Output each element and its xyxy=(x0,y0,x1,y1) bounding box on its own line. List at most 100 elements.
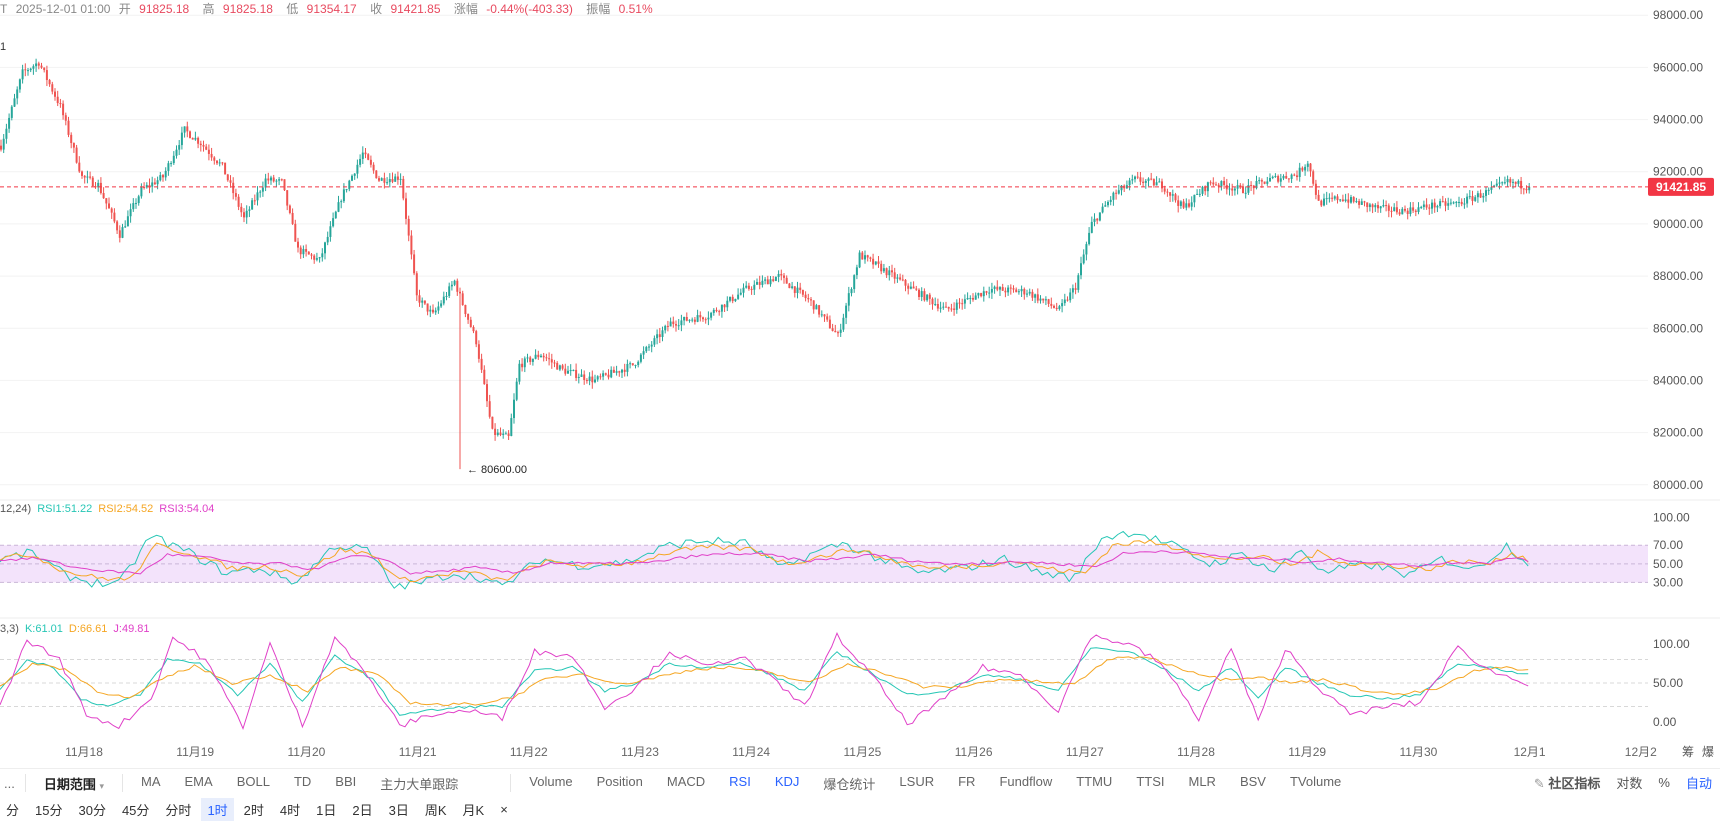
interval-option[interactable]: 4时 xyxy=(279,802,301,818)
candle-body xyxy=(1201,186,1204,194)
candle-body xyxy=(583,374,586,380)
candle-body xyxy=(1209,182,1212,184)
indicator-mlr-button[interactable]: MLR xyxy=(1188,773,1216,789)
candle-body xyxy=(777,273,780,277)
percent-toggle[interactable]: % xyxy=(1658,774,1670,790)
indicator-td-button[interactable]: TD xyxy=(293,773,312,789)
interval-option[interactable]: 1时 xyxy=(201,797,234,821)
candle-body xyxy=(1120,185,1123,191)
candle-body xyxy=(240,206,243,213)
candle-body xyxy=(880,263,883,272)
interval-option[interactable]: 45分 xyxy=(121,802,150,818)
candle-body xyxy=(523,358,526,368)
interval-option[interactable]: 1日 xyxy=(316,802,337,818)
interval-option[interactable]: 2时 xyxy=(243,802,264,818)
candle-body xyxy=(1420,206,1423,208)
candle-body xyxy=(429,309,432,312)
candle-body xyxy=(432,309,434,313)
candle-body xyxy=(926,294,929,301)
candle-body xyxy=(213,157,216,161)
bar-time: 2025-12-01 01:00 xyxy=(15,2,111,16)
last-price-tag xyxy=(1648,177,1714,196)
indicator-ma-button[interactable]: MA xyxy=(141,773,161,789)
candle-body xyxy=(839,329,842,333)
candle-body xyxy=(1379,206,1382,209)
candle-body xyxy=(947,306,950,309)
toolbar-left-fragment[interactable]: ... xyxy=(4,775,15,791)
candle-body xyxy=(278,179,281,181)
indicator-bbi-button[interactable]: BBI xyxy=(335,773,357,789)
main-indicator-list: MA EMA BOLL TD BBI 主力大单跟踪 xyxy=(129,774,470,793)
interval-option[interactable]: 周K xyxy=(424,802,447,818)
indicator-volume-button[interactable]: Volume xyxy=(529,773,573,789)
indicator-fr-button[interactable]: FR xyxy=(958,773,976,789)
community-indicator-button[interactable]: ✎ 社区指标 xyxy=(1526,773,1609,792)
interval-option[interactable]: 分 xyxy=(6,802,20,818)
auto-scale-toggle[interactable]: 自动 xyxy=(1685,775,1712,791)
candle-body xyxy=(448,286,451,296)
candle-body xyxy=(243,212,245,218)
kdj-legend-item: K:61.01 xyxy=(25,623,63,635)
candle-body xyxy=(656,334,659,339)
indicator---button[interactable]: 主力大单跟踪 xyxy=(380,776,459,792)
interval-option[interactable]: 3日 xyxy=(388,802,409,818)
date-range-button[interactable]: 日期范围 ▾ xyxy=(32,774,116,793)
log-scale-toggle[interactable]: 对数 xyxy=(1616,775,1643,791)
chart-canvas[interactable]: 98000.00 96000.00 94000.00 92000.00 90000.00… xyxy=(0,0,1720,768)
candle-body xyxy=(785,277,788,284)
candle-body xyxy=(442,296,445,304)
candle-body xyxy=(302,249,305,255)
candle-body xyxy=(1007,287,1010,293)
candle-body xyxy=(499,432,502,435)
candle-body xyxy=(1409,207,1412,214)
indicator-ttsi-button[interactable]: TTSI xyxy=(1136,773,1165,789)
candle-body xyxy=(264,178,267,188)
indicator-tvolume-button[interactable]: TVolume xyxy=(1289,773,1342,789)
indicator-kdj-button[interactable]: KDJ xyxy=(774,773,800,789)
interval-option[interactable]: 30分 xyxy=(78,802,106,818)
candle-body xyxy=(642,351,645,355)
candle-body xyxy=(491,416,494,429)
interval-option[interactable]: 2日 xyxy=(352,802,373,818)
indicator-lsur-button[interactable]: LSUR xyxy=(899,773,935,789)
candle-body xyxy=(337,202,340,212)
candle-body xyxy=(1355,201,1358,203)
candle-body xyxy=(24,69,27,71)
interval-option[interactable]: 分时 xyxy=(165,802,192,818)
candle-body xyxy=(291,212,294,224)
candle-body xyxy=(496,432,499,435)
candle-body xyxy=(982,291,985,297)
indicator-position-button[interactable]: Position xyxy=(596,773,643,789)
candle-body xyxy=(1096,218,1099,221)
candle-body xyxy=(1347,199,1350,203)
candle-body xyxy=(1422,204,1425,207)
candle-body xyxy=(1271,176,1274,179)
indicator-ttmu-button[interactable]: TTMU xyxy=(1076,773,1113,789)
candle-body xyxy=(383,178,386,183)
rsi-y-tick-label: 100.00 xyxy=(1653,510,1690,524)
indicator-rsi-button[interactable]: RSI xyxy=(729,773,751,789)
candle-body xyxy=(1366,202,1369,208)
candle-body xyxy=(372,164,375,171)
candle-body xyxy=(64,115,67,121)
candle-body xyxy=(510,418,513,436)
indicator-bsv-button[interactable]: BSV xyxy=(1239,773,1266,789)
candle-body xyxy=(464,304,467,315)
close-icon[interactable]: × xyxy=(500,801,508,817)
candle-body xyxy=(1026,293,1028,295)
indicator-fundflow-button[interactable]: Fundflow xyxy=(999,773,1053,789)
interval-option[interactable]: 15分 xyxy=(35,802,63,818)
indicator-ema-button[interactable]: EMA xyxy=(184,773,213,789)
candle-body xyxy=(43,67,46,71)
interval-option[interactable]: 月K xyxy=(462,802,485,818)
indicator---button[interactable]: 爆仓统计 xyxy=(823,776,876,792)
candle-body xyxy=(180,132,183,146)
indicator-macd-button[interactable]: MACD xyxy=(666,773,706,789)
candle-body xyxy=(774,276,777,281)
candle-body xyxy=(1341,199,1344,202)
candle-body xyxy=(351,175,353,181)
indicator-boll-button[interactable]: BOLL xyxy=(236,773,270,789)
candle-body xyxy=(256,192,259,201)
candle-body xyxy=(148,184,151,187)
y-tick-label: 80000.00 xyxy=(1653,478,1703,492)
